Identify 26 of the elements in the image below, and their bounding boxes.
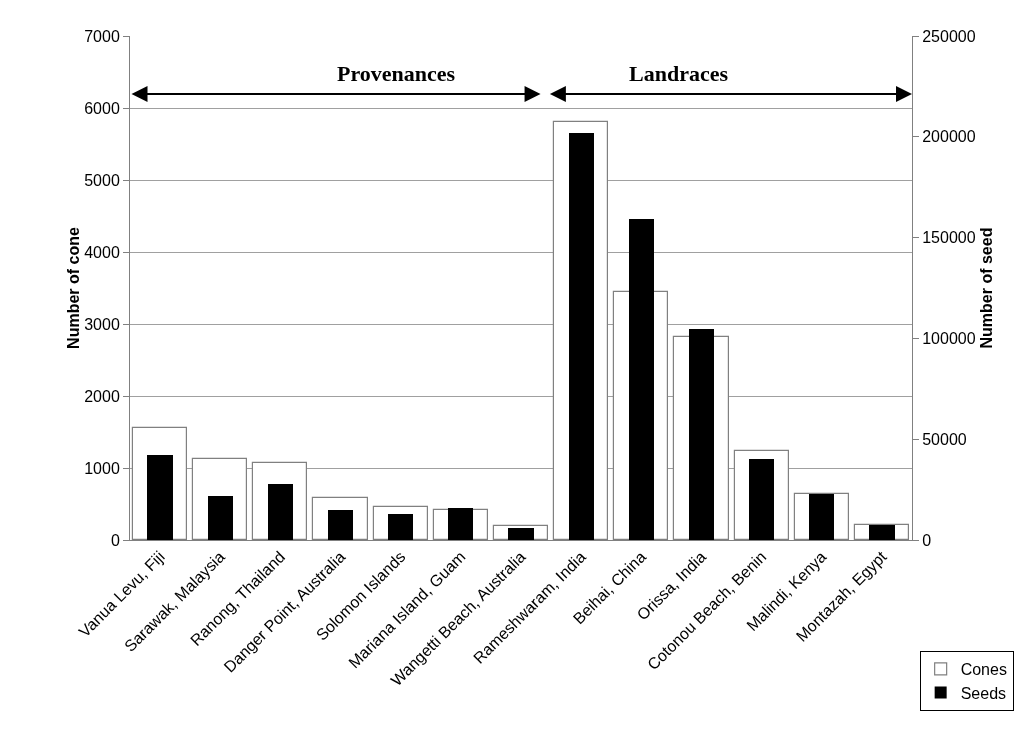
y-tick-label: 7000 bbox=[84, 27, 120, 45]
bar bbox=[328, 510, 353, 540]
y-tick-label: 6000 bbox=[84, 99, 120, 117]
y-tick-label: 4000 bbox=[84, 243, 120, 261]
bar bbox=[508, 528, 534, 540]
annotation: Provenances bbox=[337, 61, 456, 86]
y2-tick-label: 200000 bbox=[922, 128, 976, 146]
bar bbox=[147, 455, 173, 540]
y2-tick-label: 250000 bbox=[922, 27, 976, 45]
y-tick-label: 1000 bbox=[84, 459, 120, 477]
bar bbox=[388, 514, 413, 540]
y2-tick-label: 100000 bbox=[922, 330, 976, 347]
y2-tick-label: 150000 bbox=[922, 229, 976, 247]
y-tick-label: 0 bbox=[110, 531, 120, 549]
y2-axis-title: Number of seed bbox=[977, 227, 995, 349]
legend-label: Cones bbox=[960, 661, 1007, 679]
annotation: Landraces bbox=[629, 61, 729, 86]
y-tick-label: 5000 bbox=[84, 171, 120, 189]
bar bbox=[268, 484, 293, 540]
y2-tick-label: 0 bbox=[922, 531, 932, 549]
y-tick-label: 2000 bbox=[84, 387, 120, 405]
legend-label: Seeds bbox=[960, 684, 1007, 702]
y-axis-title: Number of cone bbox=[65, 227, 83, 349]
bar bbox=[208, 496, 233, 540]
y2-tick-label: 50000 bbox=[922, 430, 967, 448]
y-tick-label: 3000 bbox=[84, 315, 120, 333]
